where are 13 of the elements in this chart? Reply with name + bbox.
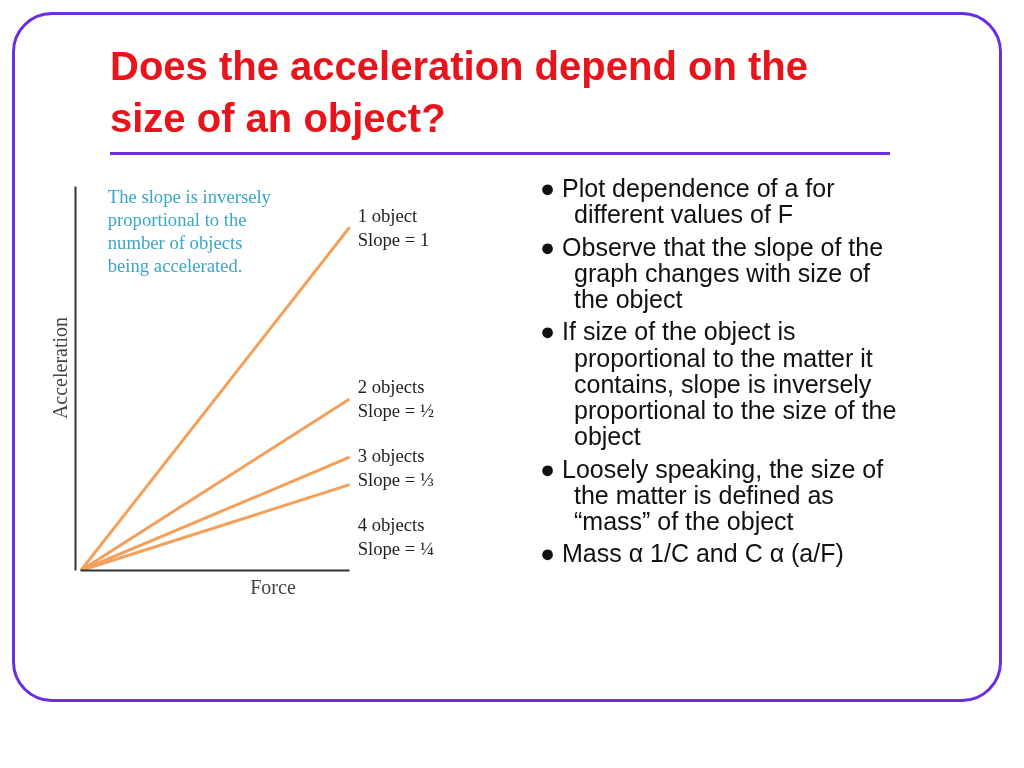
- text: ● If size of the object is proportional to the matter it contains, slope is inversely proportional to the size of the object: [540, 317, 898, 451]
- text: ● Loosely speaking, the size of the matter is defined as “mass” of the object: [540, 454, 885, 535]
- x-axis-title: Force: [250, 575, 296, 598]
- y-axis-title: Acceleration: [48, 316, 71, 420]
- text: ● Observe that the slope of the graph changes with size of the object: [540, 232, 885, 313]
- series-label: 3 objects Slope = ⅓: [357, 444, 434, 491]
- text: ● Mass α 1/C and C α (a/F): [540, 539, 845, 568]
- chart-title: Does the acceleration depend on the size of an object?: [110, 40, 890, 155]
- annotation: The slope is inversely proportional to the number of objects being accelerated.: [107, 186, 272, 277]
- series-label: 4 objects Slope = ¼: [357, 513, 434, 559]
- series-label: 2 objects Slope = ½: [357, 376, 434, 422]
- series-label: 1 object Slope = 1: [357, 204, 430, 250]
- text: ● Plot dependence of a for different values of F: [540, 174, 836, 229]
